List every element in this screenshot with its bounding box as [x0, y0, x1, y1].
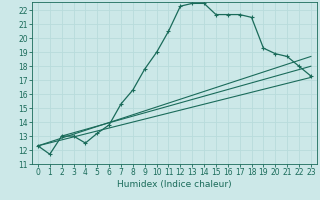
X-axis label: Humidex (Indice chaleur): Humidex (Indice chaleur) [117, 180, 232, 189]
